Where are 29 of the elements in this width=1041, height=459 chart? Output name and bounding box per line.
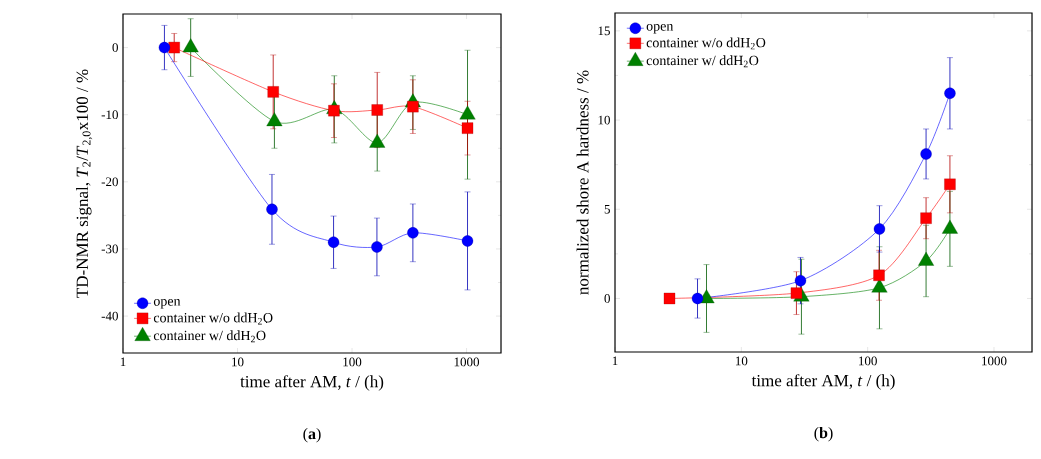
x-tick-label: 100 (343, 357, 362, 367)
y-axis-title: TD-NMR signal, T$_{2}$/T$_{2,0}$x100 / % (76, 69, 93, 298)
legend-label: open (646, 23, 674, 34)
text: (b) (814, 426, 833, 442)
x-tick-label: 100 (859, 356, 877, 366)
legend-label: container w/o ddH$_{2}$O (153, 312, 273, 325)
x-tick-label: 1000 (982, 356, 1007, 366)
y-tick-label: -20 (101, 177, 118, 187)
y-tick-label: -30 (101, 244, 118, 254)
y-tick-label: -10 (101, 110, 118, 120)
x-tick-label: 1000 (454, 357, 480, 367)
x-tick-label: 10 (735, 356, 748, 366)
y-tick-label: 15 (598, 26, 610, 36)
y-tick-label: 5 (604, 204, 610, 214)
legend-label: container w/o ddH$_{2}$O (646, 37, 766, 50)
legend-label: container w/ ddH$_{2}$O (153, 330, 266, 343)
x-tick-label: 1 (120, 357, 126, 367)
y-axis-title: normalized shore A hardness / % (576, 70, 589, 295)
x-axis-title: time after AM, t / (h) (751, 374, 895, 390)
legend-label: container w/ ddH$_{2}$O (646, 55, 759, 68)
y-tick-label: -40 (101, 311, 118, 321)
x-tick-label: 1 (612, 356, 618, 366)
legend-label: open (153, 299, 181, 309)
y-tick-label: 10 (598, 115, 610, 125)
x-axis-title: time after AM, t / (h) (240, 375, 384, 391)
text: (a) (303, 427, 321, 443)
y-tick-label: 0 (112, 43, 118, 52)
x-tick-label: 10 (232, 357, 244, 367)
y-tick-label: 0 (604, 294, 610, 303)
